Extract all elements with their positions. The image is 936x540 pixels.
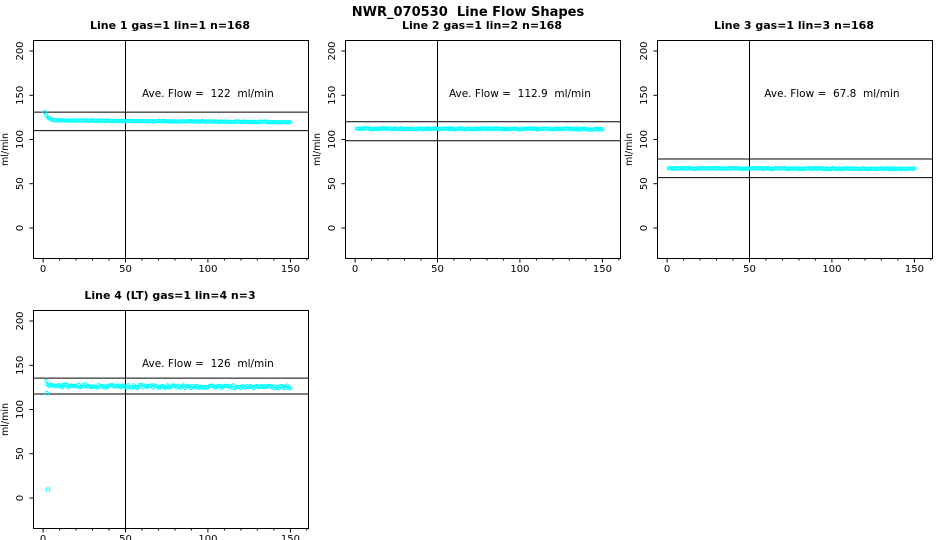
plot-area: 0 50 100 150 0 50 100 150 200 ml/min Ave. Flow = 1…: [0, 310, 309, 540]
y-axis-label: ml/min: [0, 403, 11, 436]
outlier-point: [44, 390, 49, 396]
data-point: [288, 120, 293, 125]
x-tick-label: 0: [40, 264, 46, 275]
data-point: [137, 382, 143, 388]
plot-canvas: 0 50 100 150 0 50 100 150 200 ml/min Ave. Flow = 1…: [312, 41, 620, 275]
x-tick-label: 50: [119, 264, 132, 275]
data-point: [912, 166, 917, 171]
panel-line-2: Line 2 gas=1 lin=2 n=168 0 50 100 150 0 50 100…: [312, 0, 624, 275]
ave-flow-annotation: Ave. Flow = 67.8 ml/min: [764, 88, 899, 100]
x-tick-label: 0: [352, 264, 358, 275]
x-tick-label: 150: [593, 264, 612, 275]
panel-title: Line 4 (LT) gas=1 lin=4 n=3: [84, 289, 256, 302]
x-tick-label: 100: [198, 534, 217, 540]
y-tick-label: 200: [639, 41, 650, 60]
data-point: [156, 385, 162, 390]
x-tick-label: 50: [743, 264, 756, 275]
y-tick-label: 100: [639, 130, 650, 149]
y-tick-label: 150: [639, 86, 650, 105]
panel-line-3: Line 3 gas=1 lin=3 n=168 0 50 100 150 0 50 100…: [624, 0, 936, 275]
panel-title: Line 2 gas=1 lin=2 n=168: [401, 19, 562, 32]
y-tick-label: 0: [15, 225, 26, 231]
figure-title: NWR_070530 Line Flow Shapes: [351, 5, 585, 20]
y-tick-label: 100: [15, 130, 26, 149]
x-tick-label: 100: [822, 264, 841, 275]
data-series: [666, 165, 917, 172]
data-point: [42, 110, 47, 115]
plot-canvas: 0 50 100 150 0 50 100 150 200 ml/min Ave. Flow = 1…: [0, 311, 308, 540]
ave-flow-annotation: Ave. Flow = 122 ml/min: [142, 88, 274, 100]
y-tick-label: 0: [15, 495, 26, 501]
x-tick-label: 100: [198, 264, 217, 275]
data-point: [44, 379, 49, 384]
outlier-point: [45, 487, 51, 492]
y-tick-label: 150: [15, 356, 26, 375]
y-axis-label: ml/min: [624, 133, 635, 166]
y-axis-label: ml/min: [312, 133, 323, 166]
panel-line-1: Line 1 gas=1 lin=1 n=168 0 50 100 150 0 50 100…: [0, 0, 312, 275]
panel-line-4: Line 4 (LT) gas=1 lin=4 n=3 0 50 100 150 0 50…: [0, 270, 312, 540]
data-point: [600, 127, 605, 132]
y-tick-label: 150: [15, 86, 26, 105]
data-point: [288, 386, 293, 391]
y-tick-label: 100: [327, 130, 338, 149]
y-tick-label: 50: [15, 177, 26, 190]
x-tick-label: 50: [431, 264, 444, 275]
y-tick-label: 50: [327, 177, 338, 190]
x-tick-label: 50: [119, 534, 132, 540]
y-tick-label: 200: [15, 41, 26, 60]
y-tick-label: 50: [639, 177, 650, 190]
ave-flow-annotation: Ave. Flow = 126 ml/min: [142, 358, 274, 370]
data-series: [354, 125, 605, 132]
y-tick-label: 100: [15, 400, 26, 419]
panel-title: Line 3 gas=1 lin=3 n=168: [713, 19, 874, 32]
y-tick-label: 0: [639, 225, 650, 231]
y-tick-label: 150: [327, 86, 338, 105]
x-tick-label: 100: [510, 264, 529, 275]
y-tick-label: 200: [327, 41, 338, 60]
x-tick-label: 0: [664, 264, 670, 275]
x-tick-label: 150: [281, 534, 300, 540]
plot-area: 0 50 100 150 0 50 100 150 200 ml/min Ave. Flow = 1…: [0, 40, 309, 275]
y-tick-label: 0: [327, 225, 338, 231]
ave-flow-annotation: Ave. Flow = 112.9 ml/min: [449, 88, 591, 100]
data-point: [63, 382, 68, 388]
data-point: [129, 385, 134, 390]
data-series: [44, 379, 293, 492]
y-axis-label: ml/min: [0, 133, 11, 166]
plot-canvas: 0 50 100 150 0 50 100 150 200 ml/min Ave. Flow = 1…: [0, 41, 308, 275]
y-tick-label: 50: [15, 447, 26, 460]
x-tick-label: 0: [40, 534, 46, 540]
plot-canvas: 0 50 100 150 0 50 100 150 200 ml/min Ave. Flow = 6…: [624, 41, 932, 275]
plot-area: 0 50 100 150 0 50 100 150 200 ml/min Ave. Flow = 1…: [312, 40, 621, 275]
plot-area: 0 50 100 150 0 50 100 150 200 ml/min Ave. Flow = 6…: [624, 40, 933, 275]
data-series: [42, 110, 293, 125]
panel-title: Line 1 gas=1 lin=1 n=168: [89, 19, 250, 32]
y-tick-label: 200: [15, 311, 26, 330]
x-tick-label: 150: [281, 264, 300, 275]
x-tick-label: 150: [905, 264, 924, 275]
